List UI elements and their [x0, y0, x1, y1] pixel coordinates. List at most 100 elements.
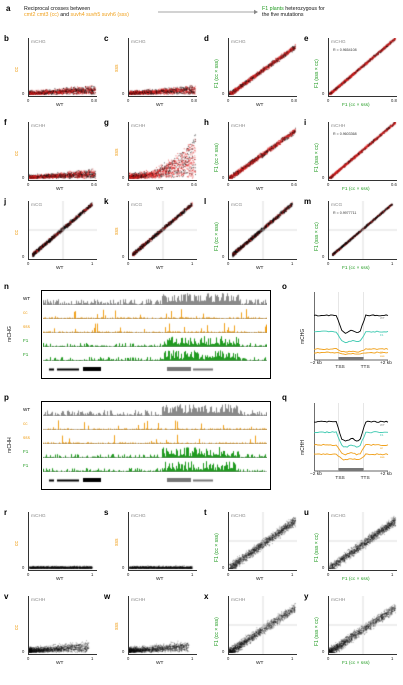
scatter-panel-y: y mCHH F1 (sss × cc) 0 0 1 F1 (cc × sss): [304, 592, 402, 672]
coverage-track: [43, 445, 267, 458]
context-label: mCHH: [331, 598, 346, 603]
y-axis-label: F1 (sss × cc): [314, 222, 320, 251]
x-axis-label: WT: [156, 661, 164, 666]
plot-area: [328, 122, 397, 181]
x-tick-max: 1: [291, 261, 294, 266]
scatter-panel-k: k mCG sss 0 0 1 WT: [104, 197, 202, 277]
y-tick-zero: 0: [222, 175, 225, 180]
track-label-f1: F1: [23, 463, 29, 468]
panel-letter-s: s: [104, 508, 109, 517]
f1-line-2: the five mutations: [262, 12, 304, 18]
panel-letter-b: b: [4, 34, 9, 43]
coverage-track: [43, 403, 267, 416]
context-label: mCHG: [331, 40, 346, 45]
scatter-panel-j: j mCG cc 0 0 1 WT: [4, 197, 102, 277]
scatter-points: [29, 596, 97, 654]
profile-line-label-cc: cc: [380, 350, 383, 355]
context-label: mCG: [31, 203, 43, 208]
context-label: mCHH: [31, 124, 46, 129]
y-tick-zero: 0: [322, 91, 325, 96]
profile-panel-q: q mCHH WT F1 cc sss −2 kb TSS TTS +2 kb: [282, 393, 400, 498]
y-tick-zero: 0: [222, 91, 225, 96]
profile-axes: [314, 403, 388, 472]
y-tick-zero: 0: [122, 565, 125, 570]
y-axis-label: cc: [14, 625, 20, 630]
profile-panel-o: o mCHG WT F1 cc sss −2 kb TSS TTS +2 kb: [282, 282, 400, 387]
context-label: mCHH: [131, 124, 146, 129]
plot-area: [128, 38, 197, 97]
scatter-panel-b: b mCHG cc 0 0 0.8 WT: [4, 34, 102, 114]
x-tick-max: 0.8: [191, 98, 197, 103]
x-tick-zero: 0: [227, 656, 230, 661]
profile-line-f1: [314, 431, 389, 448]
y-axis-label: sss: [114, 622, 120, 631]
x-tick-max: 1: [91, 261, 94, 266]
x-axis-label: WT: [156, 577, 164, 582]
x-tick-zero: 0: [327, 261, 330, 266]
panel-letter-m: m: [304, 197, 312, 206]
scatter-points: [129, 596, 197, 654]
scatter-panel-w: w mCHH sss 0 0 1 WT: [104, 592, 202, 672]
x-axis-label: WT: [56, 577, 64, 582]
x-tick-max: 0.8: [391, 98, 397, 103]
x-tick-end: +2 kb: [380, 472, 392, 477]
x-tick-zero: 0: [27, 182, 30, 187]
cross-description: Reciprocal crosses between cmt2 cmt3 (cc…: [24, 6, 129, 18]
y-axis-label: F1 (sss × cc): [314, 533, 320, 562]
context-label: mCHG: [31, 514, 46, 519]
y-axis-label: F1 (cc × sss): [214, 59, 220, 88]
scatter-panel-d: d mCHG F1 (cc × sss) 0 0 0.8 WT: [204, 34, 302, 114]
y-tick-zero: 0: [22, 254, 25, 259]
profile-line-label-wt: WT: [380, 422, 385, 427]
x-tick-zero: 0: [227, 572, 230, 577]
plot-area: [228, 38, 297, 97]
scatter-points: [229, 201, 297, 259]
correlation-value: R = 0.9603368: [333, 132, 357, 136]
coverage-track: [43, 417, 267, 430]
context-label: mCG: [331, 203, 343, 208]
profile-line-label-sss: sss: [380, 455, 385, 460]
scatter-points: [29, 201, 97, 259]
x-tick-zero: 0: [227, 261, 230, 266]
plot-area: [28, 512, 97, 571]
y-axis-label: mCHH: [300, 440, 306, 455]
profile-line-label-cc: cc: [380, 445, 383, 450]
plot-area: [228, 596, 297, 655]
f1-plants: F1 plants: [262, 6, 284, 12]
y-axis-label: sss: [114, 148, 120, 157]
y-tick-zero: 0: [322, 565, 325, 570]
x-tick-start: −2 kb: [310, 361, 322, 366]
context-label: mCG: [131, 203, 143, 208]
cross-and: and: [60, 12, 70, 18]
plot-area: [228, 512, 297, 571]
coverage-track: [43, 292, 267, 305]
cc-genotype: cmt2 cmt3 (cc): [24, 12, 59, 18]
correlation-value: R = 0.9654108: [333, 48, 357, 52]
panel-letter-x: x: [204, 592, 209, 601]
scatter-points: [129, 201, 197, 259]
scatter-points: [329, 38, 397, 96]
track-label-sss: sss: [23, 435, 30, 440]
profile-line-cc: [314, 348, 389, 353]
scatter-panel-f: f mCHH cc 0 0 0.6 WT: [4, 118, 102, 198]
y-axis-label: F1 (cc × sss): [214, 617, 220, 646]
panel-letter-o: o: [282, 282, 287, 291]
y-tick-zero: 0: [22, 175, 25, 180]
panel-letter-e: e: [304, 34, 309, 43]
f1-description: F1 plants heterozygous for the five muta…: [262, 6, 325, 18]
track-panel-p: p mCHH WT cc sss F1 F1: [4, 393, 274, 498]
context-label: mCHH: [231, 598, 246, 603]
y-tick-zero: 0: [22, 91, 25, 96]
x-tick-max: 1: [91, 572, 94, 577]
panel-letter-p: p: [4, 393, 9, 402]
x-tick-max: 0.8: [291, 98, 297, 103]
x-tick-zero: 0: [27, 656, 30, 661]
profile-line-cc: [314, 443, 389, 456]
y-axis-label: sss: [114, 227, 120, 236]
context-label: mCHG: [331, 514, 346, 519]
track-label-cc: cc: [23, 421, 28, 426]
gene-annotation: [43, 476, 267, 484]
x-axis-label: WT: [56, 187, 64, 192]
panel-letter-y: y: [304, 592, 309, 601]
context-label: mCHG: [31, 40, 46, 45]
